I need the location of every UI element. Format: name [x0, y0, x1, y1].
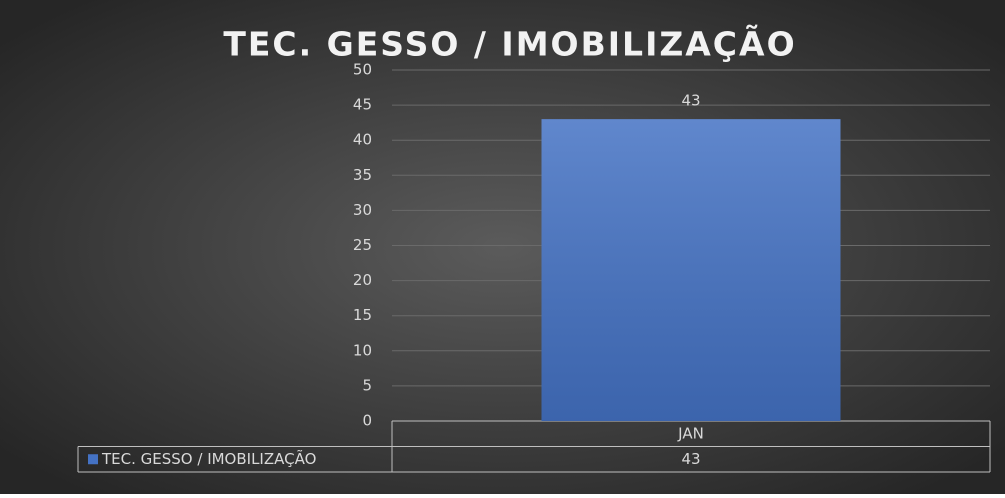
table-value: 43 — [681, 450, 700, 468]
y-tick-label: 5 — [362, 376, 372, 394]
y-tick-label: 10 — [353, 341, 372, 359]
y-tick-label: 15 — [353, 306, 372, 324]
y-tick-label: 20 — [353, 271, 372, 289]
y-tick-label: 45 — [353, 96, 372, 114]
data-label: 43 — [681, 92, 700, 110]
y-tick-label: 25 — [353, 236, 372, 254]
y-tick-label: 50 — [353, 61, 372, 79]
legend-label: TEC. GESSO / IMOBILIZAÇÃO — [101, 449, 316, 468]
bar — [541, 119, 841, 421]
y-tick-label: 35 — [353, 166, 372, 184]
y-tick-label: 30 — [353, 201, 372, 219]
x-tick-label: JAN — [677, 424, 704, 442]
chart-title: TEC. GESSO / IMOBILIZAÇÃO — [223, 24, 796, 64]
legend-swatch — [88, 454, 98, 465]
y-tick-label: 40 — [353, 131, 372, 149]
y-tick-label: 0 — [362, 412, 372, 430]
